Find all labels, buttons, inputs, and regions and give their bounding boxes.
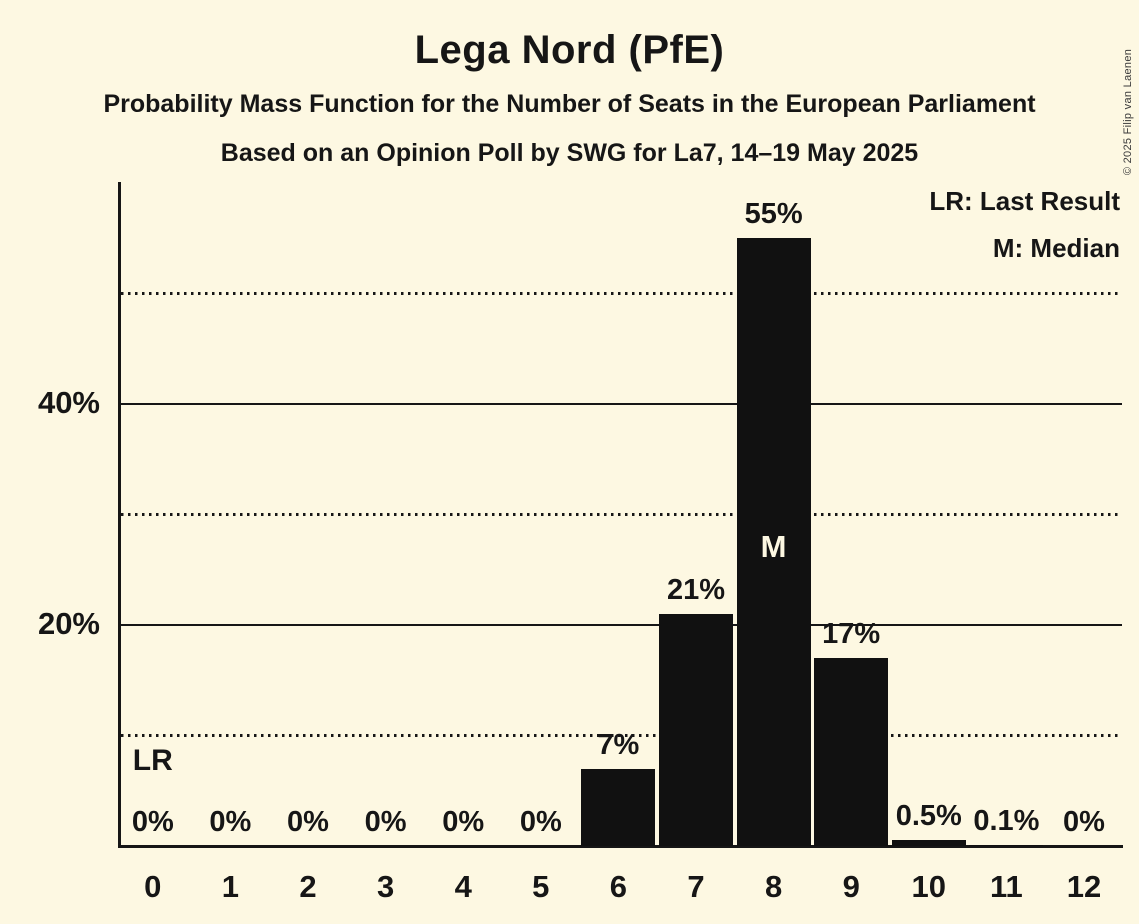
median-annotation: M — [760, 529, 787, 564]
bar-value-label-10: 0.5% — [895, 800, 962, 833]
x-tick-2: 2 — [299, 869, 317, 904]
bar-value-label-11: 0.1% — [973, 804, 1040, 837]
bar-seats-7 — [659, 613, 733, 846]
x-tick-11: 11 — [990, 869, 1023, 904]
bar-seats-9 — [814, 658, 889, 846]
bar-seats-8 — [736, 238, 811, 846]
x-tick-8: 8 — [764, 869, 783, 904]
bar-value-label-0: 0% — [131, 806, 174, 838]
y-axis-line — [118, 182, 121, 848]
x-tick-10: 10 — [911, 869, 947, 904]
copyright-notice: © 2025 Filip van Laenen — [1122, 48, 1134, 176]
x-tick-6: 6 — [609, 869, 628, 904]
bar-value-label-7: 21% — [666, 573, 725, 606]
bar-seats-11 — [969, 844, 1044, 846]
gridline-dotted-10 — [121, 734, 1122, 737]
gridline-dotted-30 — [121, 513, 1122, 516]
gridline-solid-40 — [121, 403, 1122, 405]
x-tick-12: 12 — [1066, 869, 1102, 904]
x-tick-4: 4 — [454, 869, 472, 904]
bar-value-label-8: 55% — [744, 198, 803, 231]
y-tick-40: 40% — [37, 385, 100, 420]
plot-area: 0% 0% 0% 0% 0% 0% 7% 21% 55% 17% 0.5% 0.1% 0% LR M — [114, 182, 1124, 846]
bar-seats-6 — [581, 768, 656, 846]
chart-subtitle: Probability Mass Function for the Number… — [103, 90, 1036, 118]
y-tick-20: 20% — [37, 606, 100, 641]
last-result-annotation: LR — [132, 744, 173, 777]
chart-title: Lega Nord (PfE) — [414, 28, 725, 72]
bar-value-label-9: 17% — [822, 618, 881, 651]
bar-value-label-12: 0% — [1063, 806, 1105, 838]
bar-value-label-1: 0% — [209, 806, 252, 838]
gridline-dotted-50 — [121, 292, 1122, 295]
x-tick-1: 1 — [221, 869, 240, 904]
legend-last-result: LR: Last Result — [929, 186, 1120, 216]
gridlines-layer — [121, 182, 1122, 845]
bar-value-label-2: 0% — [287, 806, 329, 838]
bar-value-label-5: 0% — [519, 806, 562, 838]
bar-value-label-4: 0% — [442, 806, 485, 838]
bar-value-label-3: 0% — [364, 806, 407, 838]
chart-source-line: Based on an Opinion Poll by SWG for La7,… — [220, 139, 919, 167]
bar-seats-10 — [891, 840, 966, 846]
x-tick-0: 0 — [144, 869, 162, 904]
x-axis-line — [118, 845, 1123, 848]
x-tick-9: 9 — [842, 869, 860, 904]
x-tick-5: 5 — [532, 869, 550, 904]
x-tick-3: 3 — [376, 869, 395, 904]
legend-median: M: Median — [992, 233, 1120, 263]
bar-value-label-6: 7% — [597, 728, 640, 761]
gridline-solid-20 — [121, 624, 1122, 626]
x-tick-7: 7 — [687, 869, 705, 904]
x-axis-labels: 0 1 2 3 4 5 6 7 8 9 10 11 12 — [114, 866, 1124, 908]
